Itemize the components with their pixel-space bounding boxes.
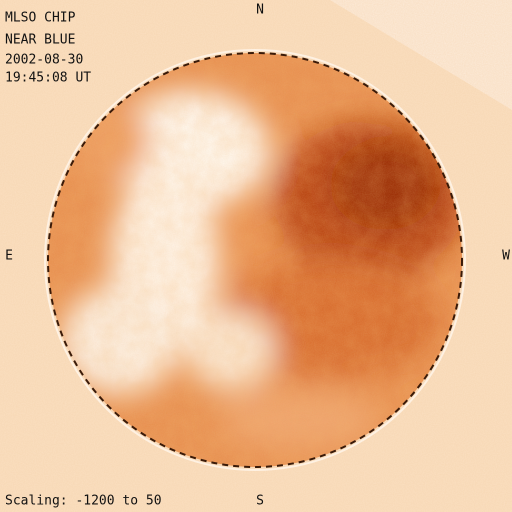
- filter-label: NEAR BLUE: [5, 33, 75, 48]
- instrument-label: MLSO CHIP: [5, 11, 76, 26]
- limb: [47, 52, 463, 468]
- north-label: N: [256, 3, 264, 18]
- date-label: 2002-08-30: [5, 53, 83, 68]
- east-label: E: [5, 249, 13, 264]
- solar-disk: [48, 53, 462, 467]
- time-label: 19:45:08 UT: [5, 71, 91, 86]
- scaling-label: Scaling: -1200 to 50: [5, 494, 162, 509]
- west-label: W: [502, 249, 510, 264]
- south-label: S: [256, 494, 264, 509]
- limb-halo: [44, 49, 466, 471]
